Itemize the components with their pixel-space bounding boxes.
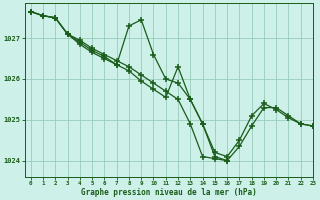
X-axis label: Graphe pression niveau de la mer (hPa): Graphe pression niveau de la mer (hPa) (81, 188, 257, 197)
